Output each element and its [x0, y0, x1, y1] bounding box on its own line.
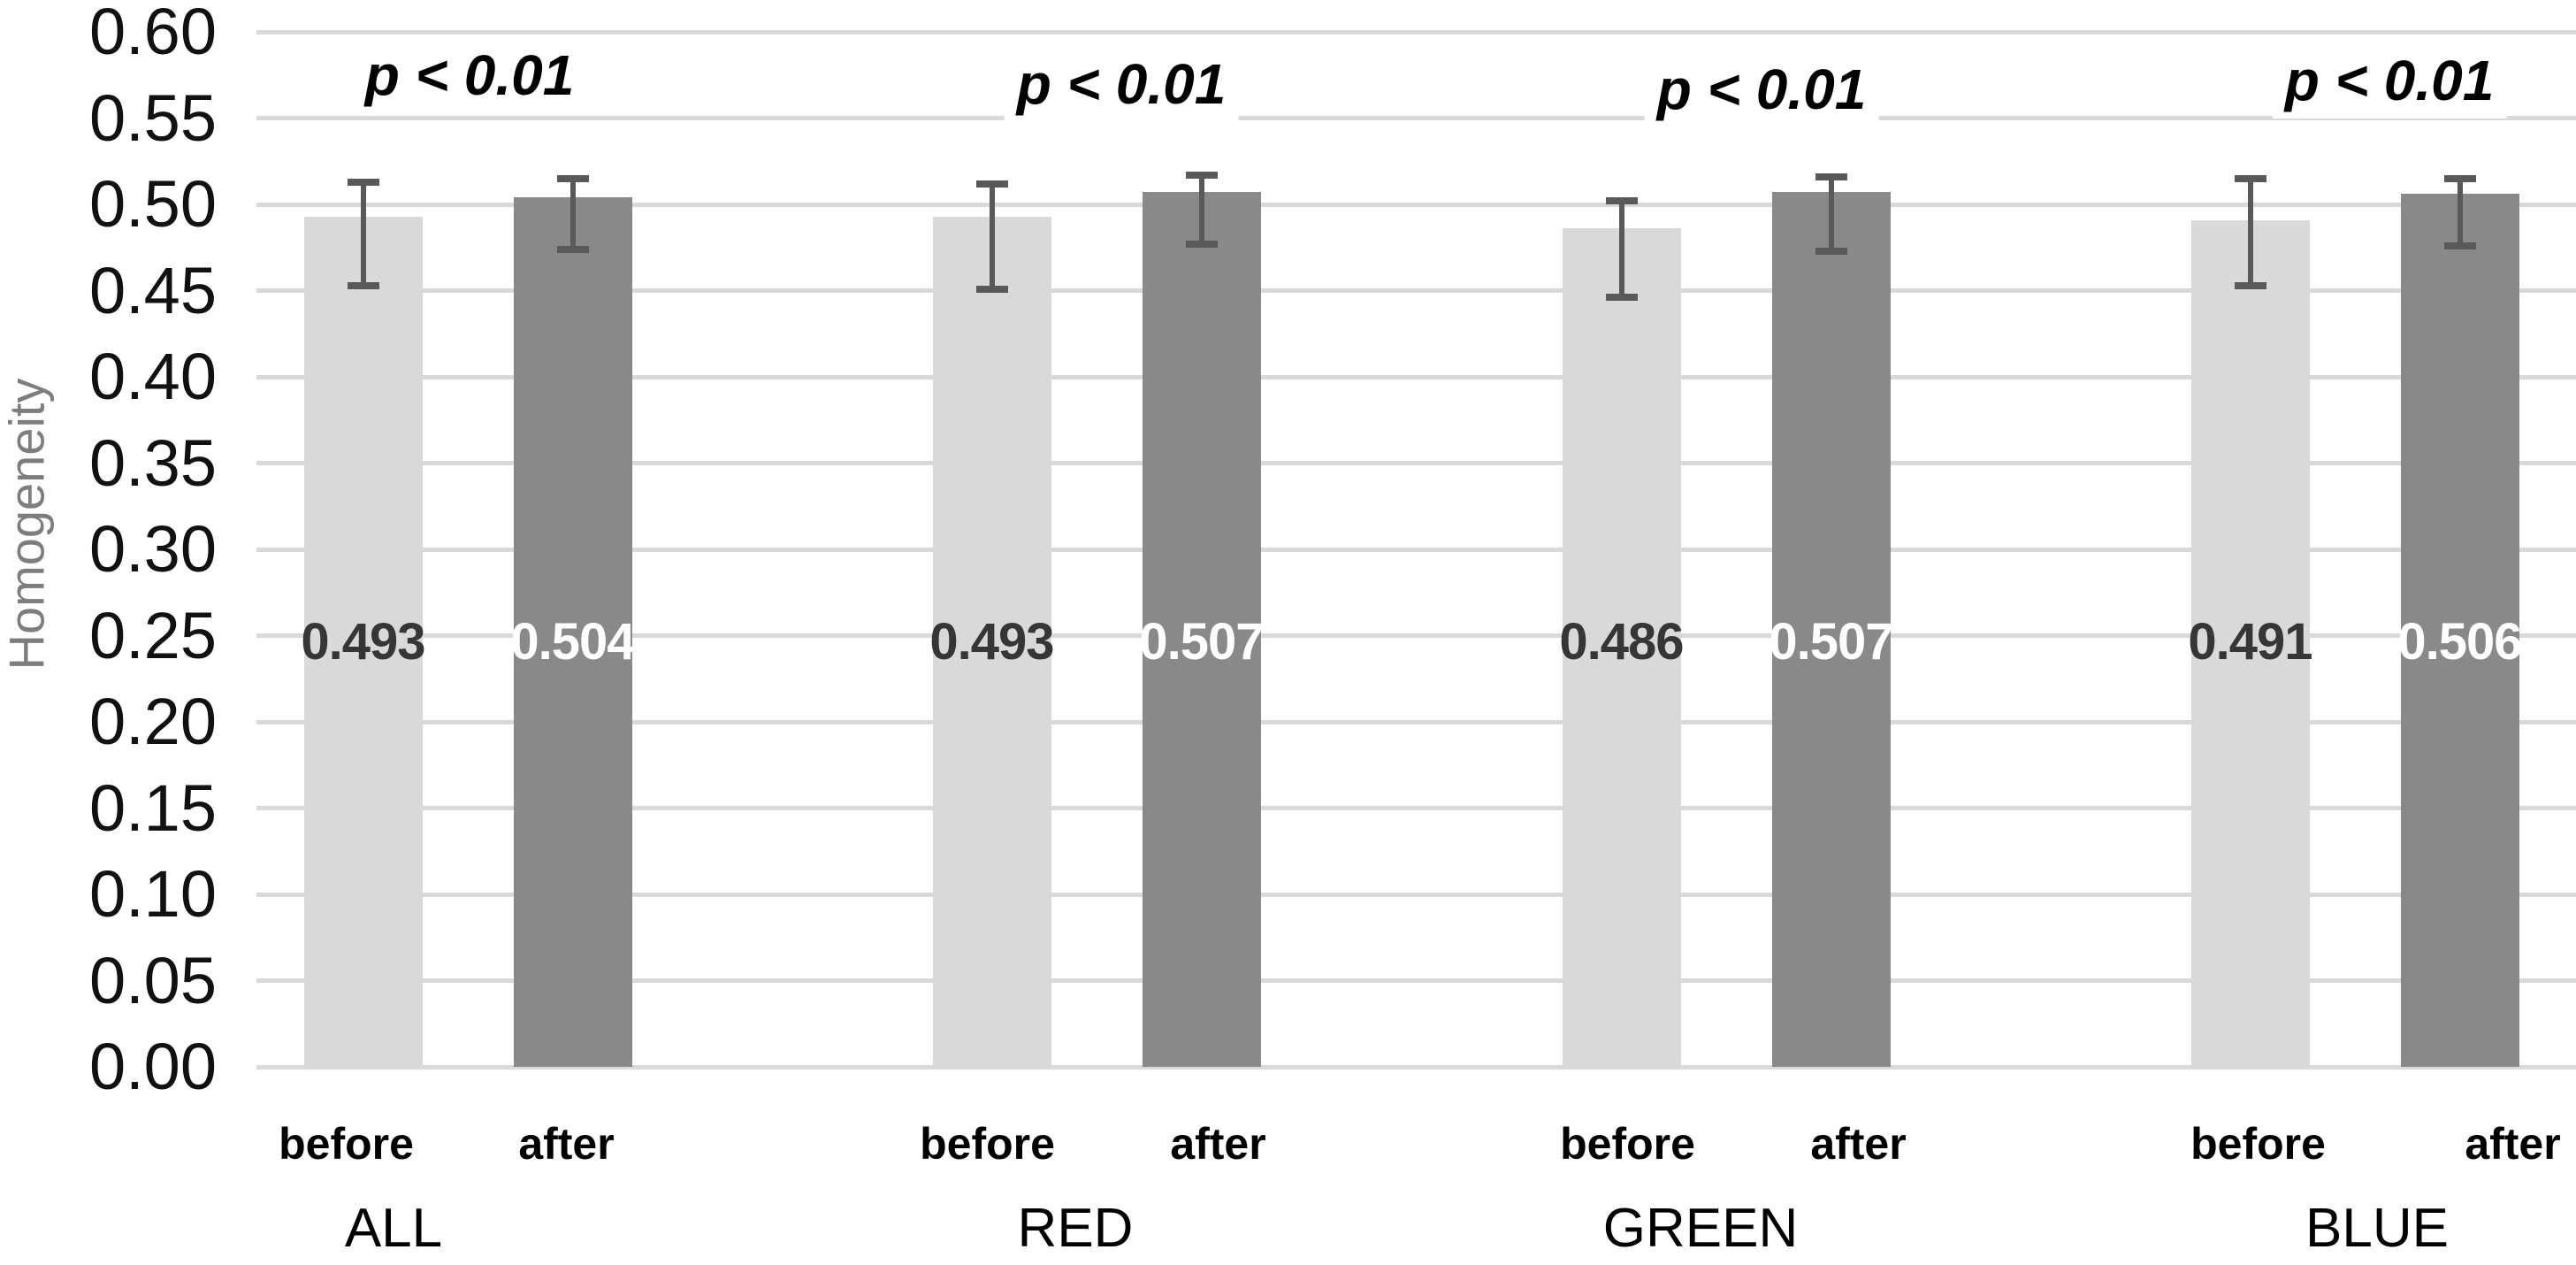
- x-group-label-green: GREEN: [1602, 1198, 1799, 1259]
- y-tick-label: 0.30: [88, 512, 217, 586]
- error-bar-line: [2457, 178, 2463, 246]
- bar-value-label: 0.507: [1769, 613, 1893, 671]
- x-tick-after-blue: after: [2465, 1119, 2561, 1169]
- y-tick-label: 0.25: [88, 598, 217, 672]
- gridline: [256, 374, 2576, 380]
- bar-value-label: 0.504: [510, 613, 635, 671]
- error-bar-cap-top: [1185, 171, 1218, 179]
- after-bar-green: [1771, 192, 1891, 1067]
- y-tick-label: 0.20: [88, 685, 217, 758]
- y-tick-label: 0.50: [88, 167, 217, 241]
- error-bar-line: [989, 183, 995, 289]
- error-bar-cap-bottom: [556, 245, 589, 253]
- error-bar-line: [2247, 178, 2253, 286]
- gridline: [256, 29, 2576, 34]
- p-value-annotation: p < 0.01: [1644, 58, 1879, 128]
- error-bar-cap-bottom: [975, 285, 1008, 293]
- error-bar-cap-bottom: [2443, 242, 2476, 249]
- after-bar-blue: [2400, 194, 2519, 1067]
- bar-value-label: 0.507: [1139, 613, 1264, 671]
- p-value-annotation: p < 0.01: [1004, 53, 1239, 123]
- error-bar-line: [1828, 176, 1834, 251]
- y-tick-label: 0.40: [88, 340, 217, 413]
- gridline: [256, 1064, 2576, 1070]
- error-bar-line: [1198, 174, 1204, 244]
- gridline: [256, 288, 2576, 293]
- error-bar-line: [569, 178, 576, 249]
- x-group-label-all: ALL: [344, 1198, 443, 1259]
- y-tick-label: 0.15: [88, 770, 217, 845]
- y-tick-label: 0.60: [88, 0, 217, 68]
- bar-value-label: 0.491: [2188, 613, 2312, 671]
- error-bar-line: [360, 181, 366, 286]
- after-bar-all: [513, 197, 632, 1067]
- before-bar-red: [932, 216, 1051, 1067]
- p-value-annotation: p < 0.01: [352, 44, 587, 114]
- x-tick-after-red: after: [1170, 1119, 1266, 1169]
- error-bar-cap-top: [1605, 197, 1638, 205]
- gridline: [256, 116, 2576, 120]
- gridline: [256, 461, 2576, 465]
- bar-value-label: 0.493: [929, 613, 1054, 671]
- error-bar-cap-top: [1815, 172, 1847, 180]
- bar-value-label: 0.486: [1559, 613, 1684, 671]
- p-value-annotation: p < 0.01: [2272, 50, 2507, 119]
- before-bar-all: [303, 216, 423, 1067]
- x-tick-before-blue: before: [2190, 1119, 2326, 1169]
- error-bar-cap-bottom: [347, 281, 379, 289]
- gridline: [256, 547, 2576, 552]
- y-tick-label: 0.55: [88, 80, 217, 155]
- gridline: [256, 202, 2576, 207]
- error-bar-cap-bottom: [1815, 247, 1847, 255]
- x-tick-before-all: before: [279, 1119, 414, 1169]
- gridline: [256, 719, 2576, 724]
- error-bar-line: [1618, 201, 1624, 298]
- x-tick-before-red: before: [920, 1119, 1055, 1169]
- bar-value-label: 0.493: [301, 613, 425, 671]
- error-bar-cap-bottom: [1605, 294, 1638, 302]
- x-tick-before-green: before: [1560, 1119, 1695, 1169]
- error-bar-cap-top: [556, 174, 589, 182]
- y-tick-label: 0.35: [88, 426, 217, 500]
- before-bar-blue: [2190, 219, 2310, 1067]
- error-bar-cap-top: [2234, 174, 2266, 182]
- gridline: [256, 892, 2576, 897]
- gridline: [256, 978, 2576, 983]
- error-bar-cap-top: [2443, 174, 2476, 182]
- after-bar-red: [1142, 192, 1261, 1067]
- gridline: [256, 806, 2576, 810]
- x-group-label-blue: BLUE: [2305, 1198, 2449, 1259]
- y-tick-label: 0.45: [88, 253, 217, 327]
- error-bar-cap-top: [975, 180, 1008, 188]
- y-tick-label: 0.00: [88, 1030, 217, 1103]
- error-bar-cap-top: [347, 178, 379, 186]
- bar-value-label: 0.506: [2397, 613, 2522, 671]
- x-group-label-red: RED: [1017, 1198, 1134, 1259]
- error-bar-cap-bottom: [2234, 281, 2266, 289]
- y-tick-label: 0.10: [88, 857, 217, 931]
- y-tick-label: 0.05: [88, 943, 217, 1017]
- gridline: [256, 633, 2576, 638]
- x-tick-after-all: after: [518, 1119, 615, 1169]
- before-bar-green: [1562, 228, 1681, 1067]
- x-tick-after-green: after: [1810, 1119, 1907, 1169]
- error-bar-cap-bottom: [1185, 240, 1218, 248]
